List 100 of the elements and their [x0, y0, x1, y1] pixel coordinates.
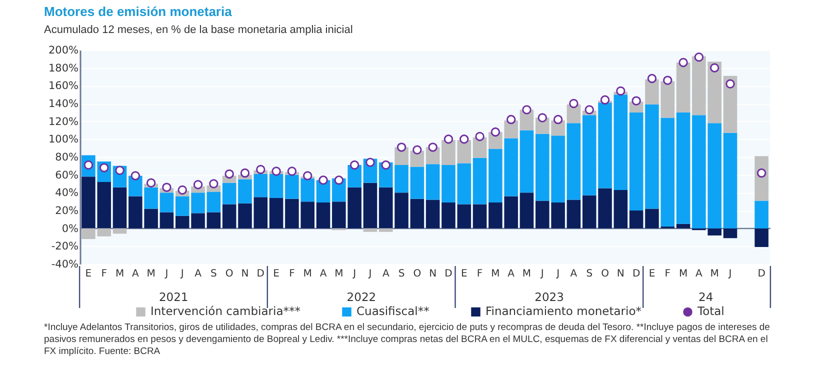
bar	[206, 212, 221, 228]
point	[522, 105, 532, 114]
chart-title: Motores de emisión monetaria	[44, 4, 232, 19]
x-tick-label: O	[225, 268, 234, 280]
x-tick-label: A	[320, 268, 327, 280]
x-tick-label: M	[146, 268, 156, 280]
bar	[582, 195, 596, 228]
x-tick-label: E	[648, 268, 656, 280]
x-tick-label: N	[429, 268, 437, 280]
bar	[269, 174, 284, 198]
legend-label: Intervención cambiaria***	[150, 304, 301, 318]
text: 2022	[346, 290, 376, 304]
point	[334, 176, 344, 185]
x-tick-label: J	[180, 268, 184, 280]
bar	[112, 228, 127, 234]
bar	[598, 102, 612, 188]
x-tick-label: E	[460, 268, 468, 280]
bar	[629, 112, 644, 210]
y-tick-label: 160%	[48, 80, 79, 92]
bar	[614, 190, 628, 228]
point	[115, 166, 124, 175]
point	[240, 168, 250, 178]
point	[444, 134, 454, 144]
text: *Incluye Adelantos Transitorios, giros de utilidades, compras del BCRA en el secundario, ejercicio de puts y recompras de deuda del Tesoro. **Incluye pagos de intereses de pasivos remunerados en pesos y devengamiento de Bopreal y Lediv. ***Incluye compras netas del BCRA en el MULC, esquemas de FX diferencial y ventas del BCRA en el FX implícito. Fuente: BCRA	[44, 322, 770, 357]
bar	[238, 203, 252, 228]
x-tick-label: F	[476, 268, 483, 280]
point	[538, 113, 548, 122]
bar	[254, 197, 268, 228]
legend-label: Total	[696, 304, 724, 318]
x-tick-label: A	[382, 268, 390, 280]
bar	[520, 130, 534, 193]
point	[475, 132, 484, 142]
bar	[222, 182, 236, 204]
y-tick-label: 20%	[55, 205, 79, 217]
bar	[676, 62, 690, 112]
bar	[410, 198, 424, 228]
point	[632, 96, 641, 106]
bar	[206, 192, 221, 212]
x-tick-label: D	[632, 268, 640, 280]
bar	[723, 132, 738, 228]
bar	[472, 158, 487, 204]
bar	[378, 228, 393, 232]
bar	[566, 123, 581, 200]
x-tick-label: F	[664, 268, 671, 280]
x-tick-label: S	[398, 268, 405, 280]
bar	[754, 200, 768, 228]
bar	[269, 198, 284, 228]
x-tick-label: M	[303, 268, 312, 280]
bar	[582, 115, 596, 196]
x-tick-label: M	[115, 268, 124, 280]
y-tick-label: 40%	[55, 187, 79, 200]
x-tick-label: J	[556, 268, 560, 280]
point	[506, 114, 516, 124]
bar	[472, 137, 487, 158]
x-tick-label: M	[491, 268, 500, 280]
x-tick-label: F	[101, 268, 108, 280]
point	[553, 114, 563, 124]
bar	[676, 224, 690, 228]
point	[381, 160, 390, 170]
bar	[160, 192, 174, 212]
x-tick-label: A	[696, 268, 703, 280]
point	[490, 127, 500, 137]
x-tick-label: J	[540, 268, 544, 280]
x-tick-label: M	[710, 268, 719, 280]
legend-label: Cuasifiscal**	[356, 304, 430, 318]
point	[162, 182, 172, 192]
point	[600, 95, 610, 105]
point	[146, 178, 156, 188]
bar	[566, 200, 581, 228]
chart-subtitle: Acumulado 12 meses, en % de la base monetaria amplia inicial	[44, 24, 353, 36]
x-tick-label: N	[241, 268, 249, 280]
y-tick-label: 200%	[48, 44, 79, 56]
point	[569, 98, 578, 108]
x-tick-label: A	[508, 268, 515, 280]
point	[694, 52, 704, 62]
y-tick-label: 80%	[55, 152, 79, 164]
y-tick-label: 0%	[62, 222, 79, 235]
bar	[676, 112, 690, 224]
point	[272, 166, 281, 176]
bar	[614, 94, 628, 190]
point	[647, 74, 657, 84]
point	[130, 171, 140, 180]
x-tick-label: A	[132, 268, 139, 280]
bar	[520, 192, 534, 228]
y-tick-label: -40%	[51, 258, 79, 270]
x-tick-label: N	[616, 268, 624, 280]
y-tick-label: 140%	[48, 98, 79, 110]
point	[350, 160, 360, 170]
x-tick-label: O	[601, 268, 610, 280]
x-tick-label: S	[586, 268, 593, 280]
point	[726, 79, 735, 88]
point	[193, 180, 203, 190]
x-tick-label: E	[85, 268, 92, 280]
bar	[426, 164, 440, 200]
bar	[363, 228, 378, 232]
text: 24	[698, 290, 714, 304]
bar	[112, 187, 127, 228]
point	[302, 171, 312, 180]
x-tick-label: D	[256, 268, 265, 280]
point	[616, 86, 626, 96]
